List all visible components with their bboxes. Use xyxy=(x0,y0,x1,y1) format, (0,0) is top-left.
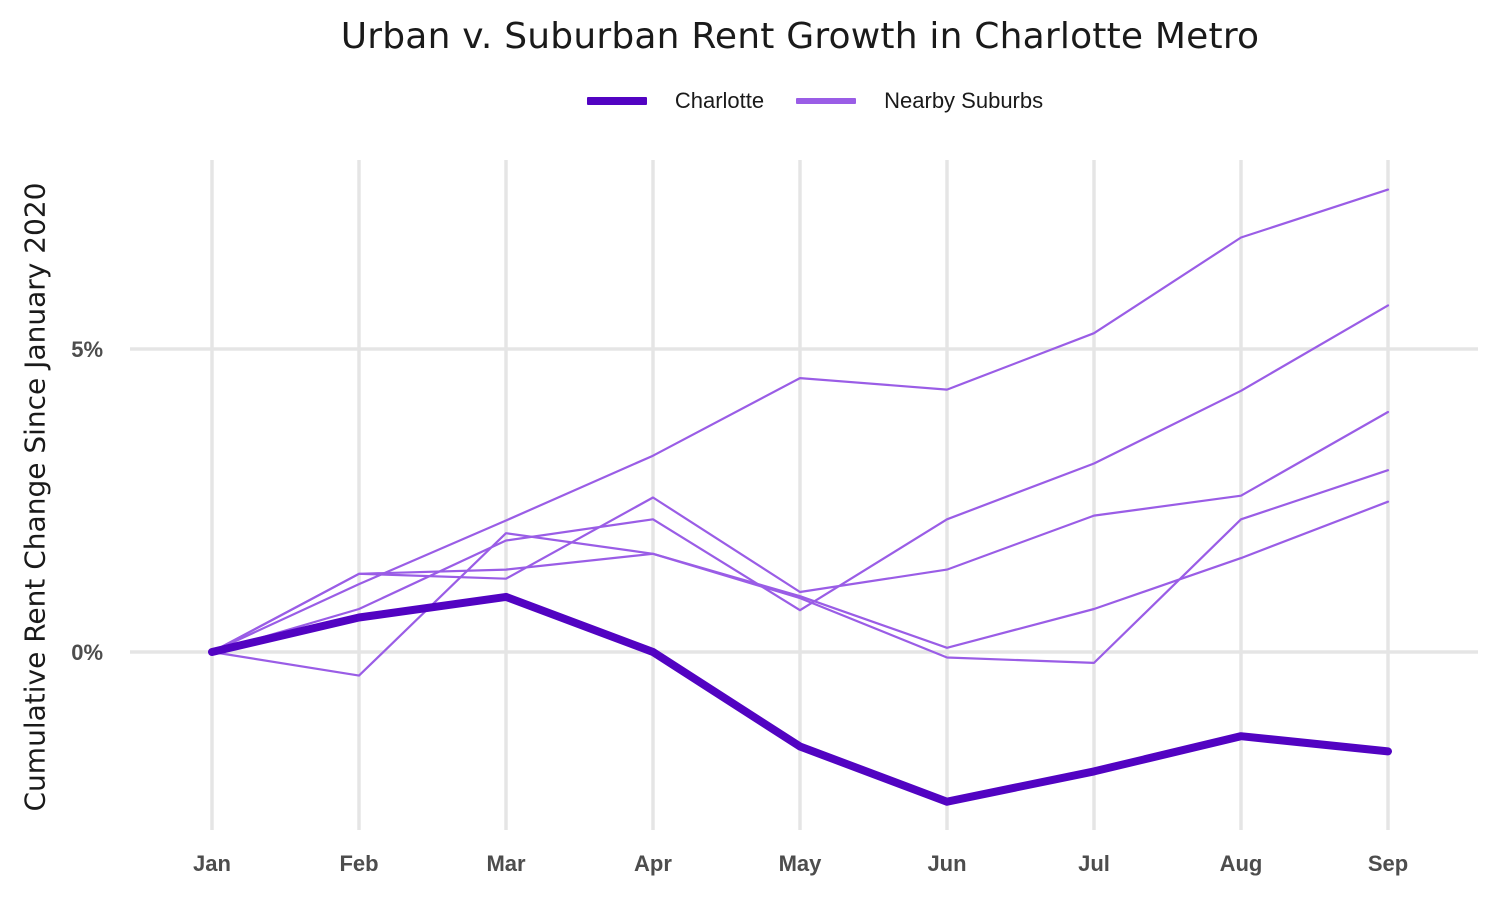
legend-item-charlotte: Charlotte xyxy=(586,88,765,114)
x-tick-label-apr: Apr xyxy=(634,851,672,876)
x-tick-label-aug: Aug xyxy=(1220,851,1263,876)
series-lines xyxy=(208,188,1392,806)
legend-label-nearby-suburbs: Nearby Suburbs xyxy=(884,88,1044,113)
x-tick-label-jul: Jul xyxy=(1078,851,1110,876)
series-line-suburb-2 xyxy=(210,188,1390,654)
x-tick-label-jan: Jan xyxy=(193,851,231,876)
x-tick-label-mar: Mar xyxy=(486,851,526,876)
axis-ticks: Jan Feb Mar Apr May Jun Jul Aug Sep 0% 5% xyxy=(71,337,1408,876)
x-tick-label-feb: Feb xyxy=(339,851,378,876)
x-tick-label-sep: Sep xyxy=(1368,851,1408,876)
y-tick-label-5: 5% xyxy=(71,337,103,362)
legend-item-nearby-suburbs: Nearby Suburbs xyxy=(796,88,1043,114)
grid xyxy=(130,160,1478,830)
legend-swatch-nearby-suburbs xyxy=(796,98,857,104)
series-line-suburb-3 xyxy=(210,500,1390,654)
series-line-suburb-5 xyxy=(210,469,1390,677)
series-line-suburb-1 xyxy=(210,410,1390,654)
x-tick-label-may: May xyxy=(779,851,823,876)
series-line-suburb-4 xyxy=(210,304,1390,654)
chart-title: Urban v. Suburban Rent Growth in Charlot… xyxy=(340,16,1260,57)
legend-swatch-charlotte xyxy=(586,97,647,105)
y-tick-label-0: 0% xyxy=(71,640,103,665)
series-line-charlotte xyxy=(208,592,1392,806)
legend-label-charlotte: Charlotte xyxy=(674,88,765,113)
legend: Charlotte Nearby Suburbs xyxy=(0,88,1500,114)
x-tick-label-jun: Jun xyxy=(927,851,966,876)
